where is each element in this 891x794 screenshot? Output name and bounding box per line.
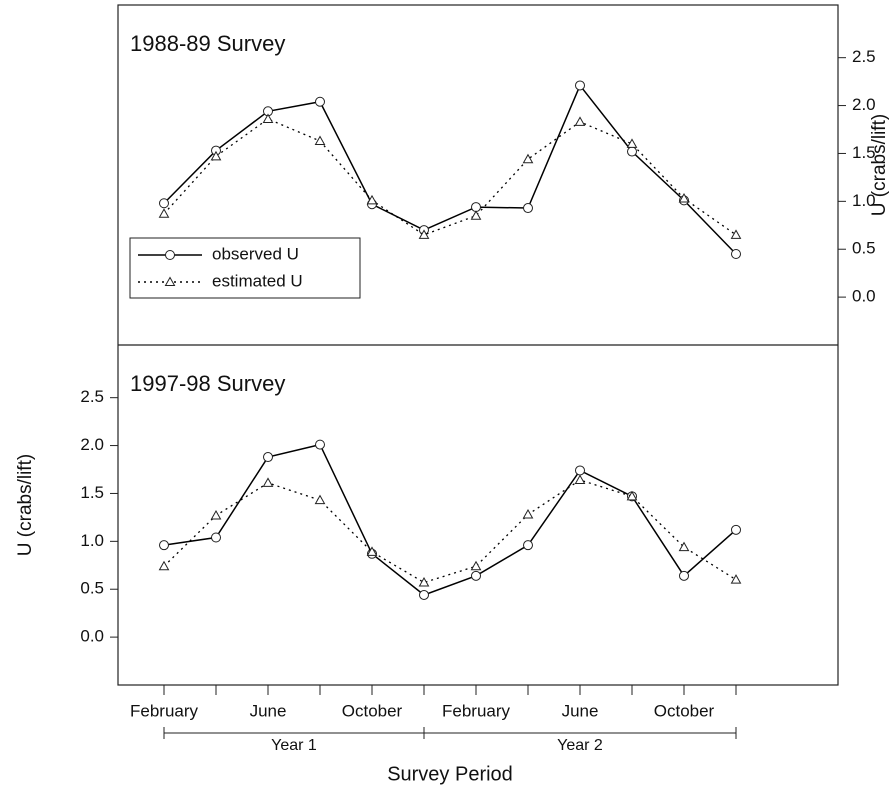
y-tick-label: 0.5 [80, 579, 104, 598]
marker [731, 249, 741, 260]
marker [575, 465, 585, 476]
marker [418, 229, 430, 239]
x-tick-label: June [250, 701, 287, 720]
marker [314, 494, 326, 505]
panel-title: 1997-98 Survey [130, 371, 285, 396]
marker [470, 560, 482, 571]
legend-label: estimated U [212, 271, 303, 290]
marker [315, 96, 325, 107]
marker [730, 574, 742, 584]
series-line [163, 118, 737, 236]
marker [315, 439, 325, 450]
y-axis-title: U (crabs/lift) [869, 114, 890, 216]
series-line [163, 479, 737, 584]
marker [679, 570, 689, 581]
marker [574, 474, 586, 485]
marker [470, 210, 482, 220]
marker [211, 532, 221, 543]
marker [418, 577, 430, 587]
y-tick-label: 2.5 [852, 47, 876, 66]
marker [678, 192, 690, 203]
marker [730, 229, 742, 239]
x-tick-label: February [442, 701, 511, 720]
marker [158, 208, 170, 218]
y-tick-label: 2.5 [80, 387, 104, 406]
y-tick-label: 0.5 [852, 239, 876, 258]
y-tick-label: 0.0 [80, 627, 104, 646]
x-axis-title: Survey Period [387, 763, 513, 785]
marker [158, 560, 170, 571]
marker [159, 540, 169, 551]
y-tick-label: 1.5 [852, 143, 876, 162]
marker [575, 80, 585, 91]
x-tick-label: October [342, 701, 403, 720]
marker [523, 203, 533, 214]
marker [574, 116, 586, 126]
y-tick-label: 1.0 [80, 531, 104, 550]
group-label: Year 1 [271, 737, 317, 754]
y-tick-label: 1.0 [852, 191, 876, 210]
x-tick-label: October [654, 701, 715, 720]
marker [522, 509, 534, 519]
marker [627, 146, 637, 157]
marker [159, 198, 169, 209]
marker [419, 589, 429, 600]
series-line [163, 83, 737, 255]
marker [626, 138, 638, 148]
marker [626, 490, 638, 501]
marker [523, 540, 533, 551]
legend-box [129, 237, 361, 299]
legend-marker [165, 250, 175, 260]
marker [262, 477, 274, 487]
marker [366, 546, 378, 556]
marker [210, 509, 222, 520]
series-line [163, 443, 737, 596]
y-axis-title: U (crabs/lift) [15, 454, 36, 556]
legend-label: observed U [212, 244, 299, 263]
y-tick-label: 2.0 [80, 435, 104, 454]
marker [678, 541, 690, 552]
x-tick-label: February [130, 701, 199, 720]
marker [471, 570, 481, 581]
marker [210, 150, 222, 161]
group-label: Year 2 [557, 737, 603, 754]
x-tick-label: June [562, 701, 599, 720]
marker [522, 153, 534, 164]
marker [731, 524, 741, 535]
y-tick-label: 0.0 [852, 287, 876, 306]
marker [366, 194, 378, 205]
marker [314, 135, 326, 145]
legend-marker [164, 276, 176, 286]
panel-title: 1988-89 Survey [130, 31, 285, 56]
marker [263, 452, 273, 463]
y-tick-label: 1.5 [80, 483, 104, 502]
y-tick-label: 2.0 [852, 95, 876, 114]
marker [262, 113, 274, 123]
